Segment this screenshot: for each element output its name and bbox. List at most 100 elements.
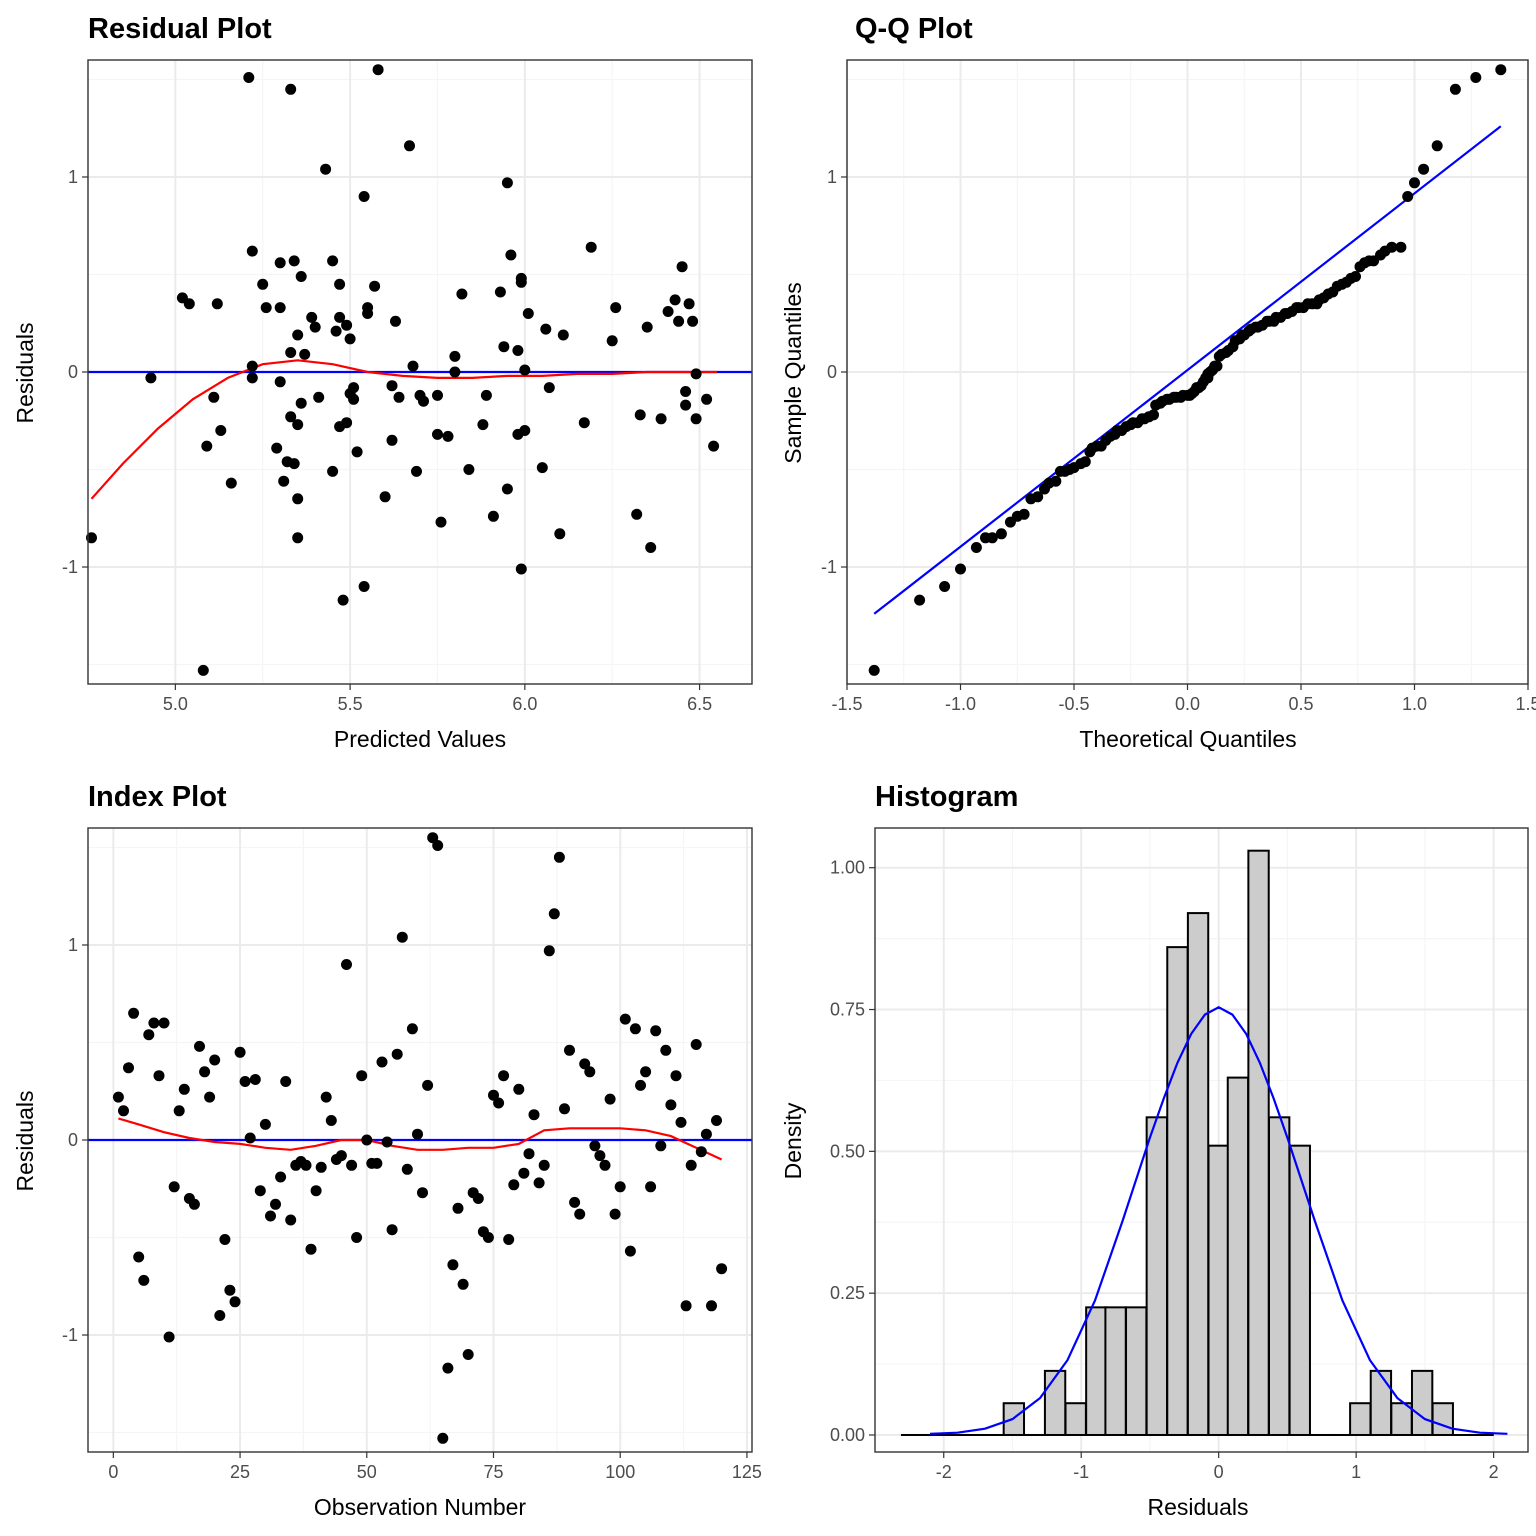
y-tick-label: 0.00	[830, 1425, 865, 1445]
data-point	[292, 419, 304, 431]
data-point	[371, 1157, 383, 1169]
histogram-bar	[1104, 1306, 1127, 1436]
histogram-bar	[1186, 912, 1210, 1436]
data-point	[153, 1070, 165, 1082]
data-point	[645, 542, 657, 553]
data-point	[670, 1070, 682, 1082]
data-point	[914, 594, 926, 606]
data-point	[631, 508, 643, 520]
data-point	[606, 335, 618, 347]
data-point	[412, 1128, 423, 1140]
data-point	[594, 1150, 606, 1162]
data-point	[254, 1185, 266, 1197]
data-point	[669, 294, 681, 306]
residual-plot-area: 5.0 5.5 6.0 6.5 -1 0 1	[62, 59, 753, 714]
data-point	[640, 1066, 652, 1078]
data-point	[488, 1089, 499, 1101]
data-point	[523, 1148, 535, 1160]
data-point	[480, 389, 492, 401]
data-point	[1079, 456, 1091, 468]
data-point	[270, 1198, 281, 1210]
data-point	[503, 1234, 515, 1245]
data-point	[86, 532, 97, 544]
data-point	[513, 1083, 525, 1095]
residual-plot-panel: Residual Plot 5.0 5.5 6.0 6.5 -1 0 1 Predicted…	[12, 13, 753, 752]
data-point	[320, 163, 332, 175]
data-point	[143, 1029, 155, 1041]
data-point	[133, 1251, 145, 1263]
x-tick-label: -1.0	[945, 694, 976, 714]
data-point	[538, 1159, 550, 1171]
x-axis-label: Observation Number	[314, 1494, 527, 1520]
histogram-bar	[1125, 1306, 1148, 1436]
y-tick-label: -1	[62, 1325, 78, 1345]
data-point	[411, 465, 422, 477]
data-point	[706, 1300, 717, 1312]
x-tick-label: 100	[605, 1462, 635, 1482]
data-point	[1018, 508, 1030, 520]
data-point	[379, 491, 391, 503]
data-point	[1211, 360, 1223, 372]
qq-reference-line	[873, 125, 1502, 615]
x-axis-label: Predicted Values	[334, 726, 506, 752]
data-point	[244, 1132, 256, 1144]
x-tick-label: 0	[108, 1462, 118, 1482]
data-point	[711, 1115, 722, 1126]
data-point	[477, 419, 489, 431]
data-point	[435, 516, 447, 528]
data-point	[219, 1234, 231, 1245]
data-point	[229, 1296, 241, 1308]
data-point	[299, 348, 311, 360]
data-point	[472, 1193, 484, 1204]
data-point	[178, 1083, 190, 1095]
data-point	[386, 1224, 398, 1236]
data-point	[1395, 241, 1407, 253]
data-point	[970, 542, 982, 553]
data-point	[543, 382, 555, 394]
y-tick-label: 1.00	[830, 858, 865, 878]
y-tick-label: 0	[68, 362, 78, 382]
data-point	[536, 462, 548, 474]
x-tick-label: -2	[936, 1462, 952, 1482]
data-point	[341, 959, 352, 970]
y-tick-label: 0.50	[830, 1141, 865, 1161]
histogram-bar	[1064, 1402, 1087, 1436]
data-point	[274, 302, 286, 314]
data-point	[246, 360, 258, 372]
chart-title: Histogram	[875, 781, 1018, 813]
data-point	[199, 1066, 211, 1078]
data-point	[505, 249, 517, 261]
data-point	[462, 1349, 474, 1360]
data-point	[214, 1310, 226, 1321]
y-tick-label: 0	[827, 362, 837, 382]
x-tick-label: 1	[1351, 1462, 1361, 1482]
data-point	[695, 1146, 707, 1158]
x-tick-label: -1	[1073, 1462, 1089, 1482]
x-tick-label: 0.5	[1288, 694, 1313, 714]
data-point	[660, 1044, 672, 1056]
data-point	[1409, 177, 1420, 189]
data-point	[578, 417, 590, 429]
histogram-bar	[1145, 1116, 1168, 1436]
data-point	[687, 315, 699, 327]
data-point	[341, 417, 353, 429]
index-plot-area: 0 25 50 75 100 125 -1 0 1	[62, 827, 762, 1482]
y-tick-label: 0.75	[830, 1000, 865, 1020]
data-point	[482, 1232, 494, 1243]
data-point	[386, 380, 398, 392]
x-tick-label: 1.5	[1515, 694, 1536, 714]
y-tick-label: 1	[68, 167, 78, 187]
data-point	[868, 664, 880, 676]
data-point	[609, 1208, 621, 1220]
data-point	[337, 594, 349, 606]
data-point	[701, 393, 713, 405]
data-point	[271, 442, 283, 454]
data-point	[288, 255, 300, 267]
data-point	[1449, 83, 1461, 95]
data-point	[528, 1109, 540, 1121]
data-point	[158, 1017, 170, 1029]
x-tick-label: -0.5	[1058, 694, 1089, 714]
data-point	[493, 1097, 505, 1109]
data-point	[1402, 191, 1414, 202]
